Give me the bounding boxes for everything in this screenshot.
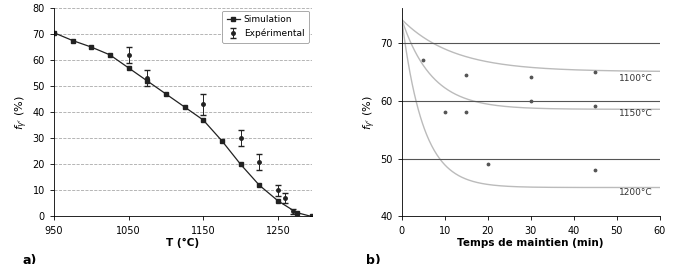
Simulation xyxy=(274,199,282,202)
Simulation xyxy=(180,105,188,109)
Simulation xyxy=(308,215,316,218)
Text: a): a) xyxy=(23,254,37,264)
Text: 1150°C: 1150°C xyxy=(618,109,653,118)
Text: 1100°C: 1100°C xyxy=(618,74,653,83)
Simulation xyxy=(87,45,96,49)
Simulation xyxy=(143,79,151,82)
Simulation xyxy=(199,119,207,122)
Simulation xyxy=(125,66,133,69)
Simulation xyxy=(293,211,301,214)
Legend: Simulation, Expérimental: Simulation, Expérimental xyxy=(222,11,309,43)
X-axis label: T (°C): T (°C) xyxy=(166,238,199,248)
Simulation xyxy=(255,184,263,187)
Text: 1200°C: 1200°C xyxy=(618,188,652,197)
X-axis label: Temps de maintien (min): Temps de maintien (min) xyxy=(458,238,604,248)
Simulation xyxy=(50,31,58,34)
Text: b): b) xyxy=(365,254,380,264)
Simulation xyxy=(162,92,170,96)
Simulation xyxy=(69,39,77,42)
Simulation xyxy=(106,53,114,56)
Y-axis label: $f_{\gamma'}$ (%): $f_{\gamma'}$ (%) xyxy=(361,95,378,130)
Y-axis label: $f_{\gamma'}$ (%): $f_{\gamma'}$ (%) xyxy=(13,95,30,130)
Line: Simulation: Simulation xyxy=(52,31,314,218)
Simulation xyxy=(218,139,226,143)
Simulation xyxy=(237,163,245,166)
